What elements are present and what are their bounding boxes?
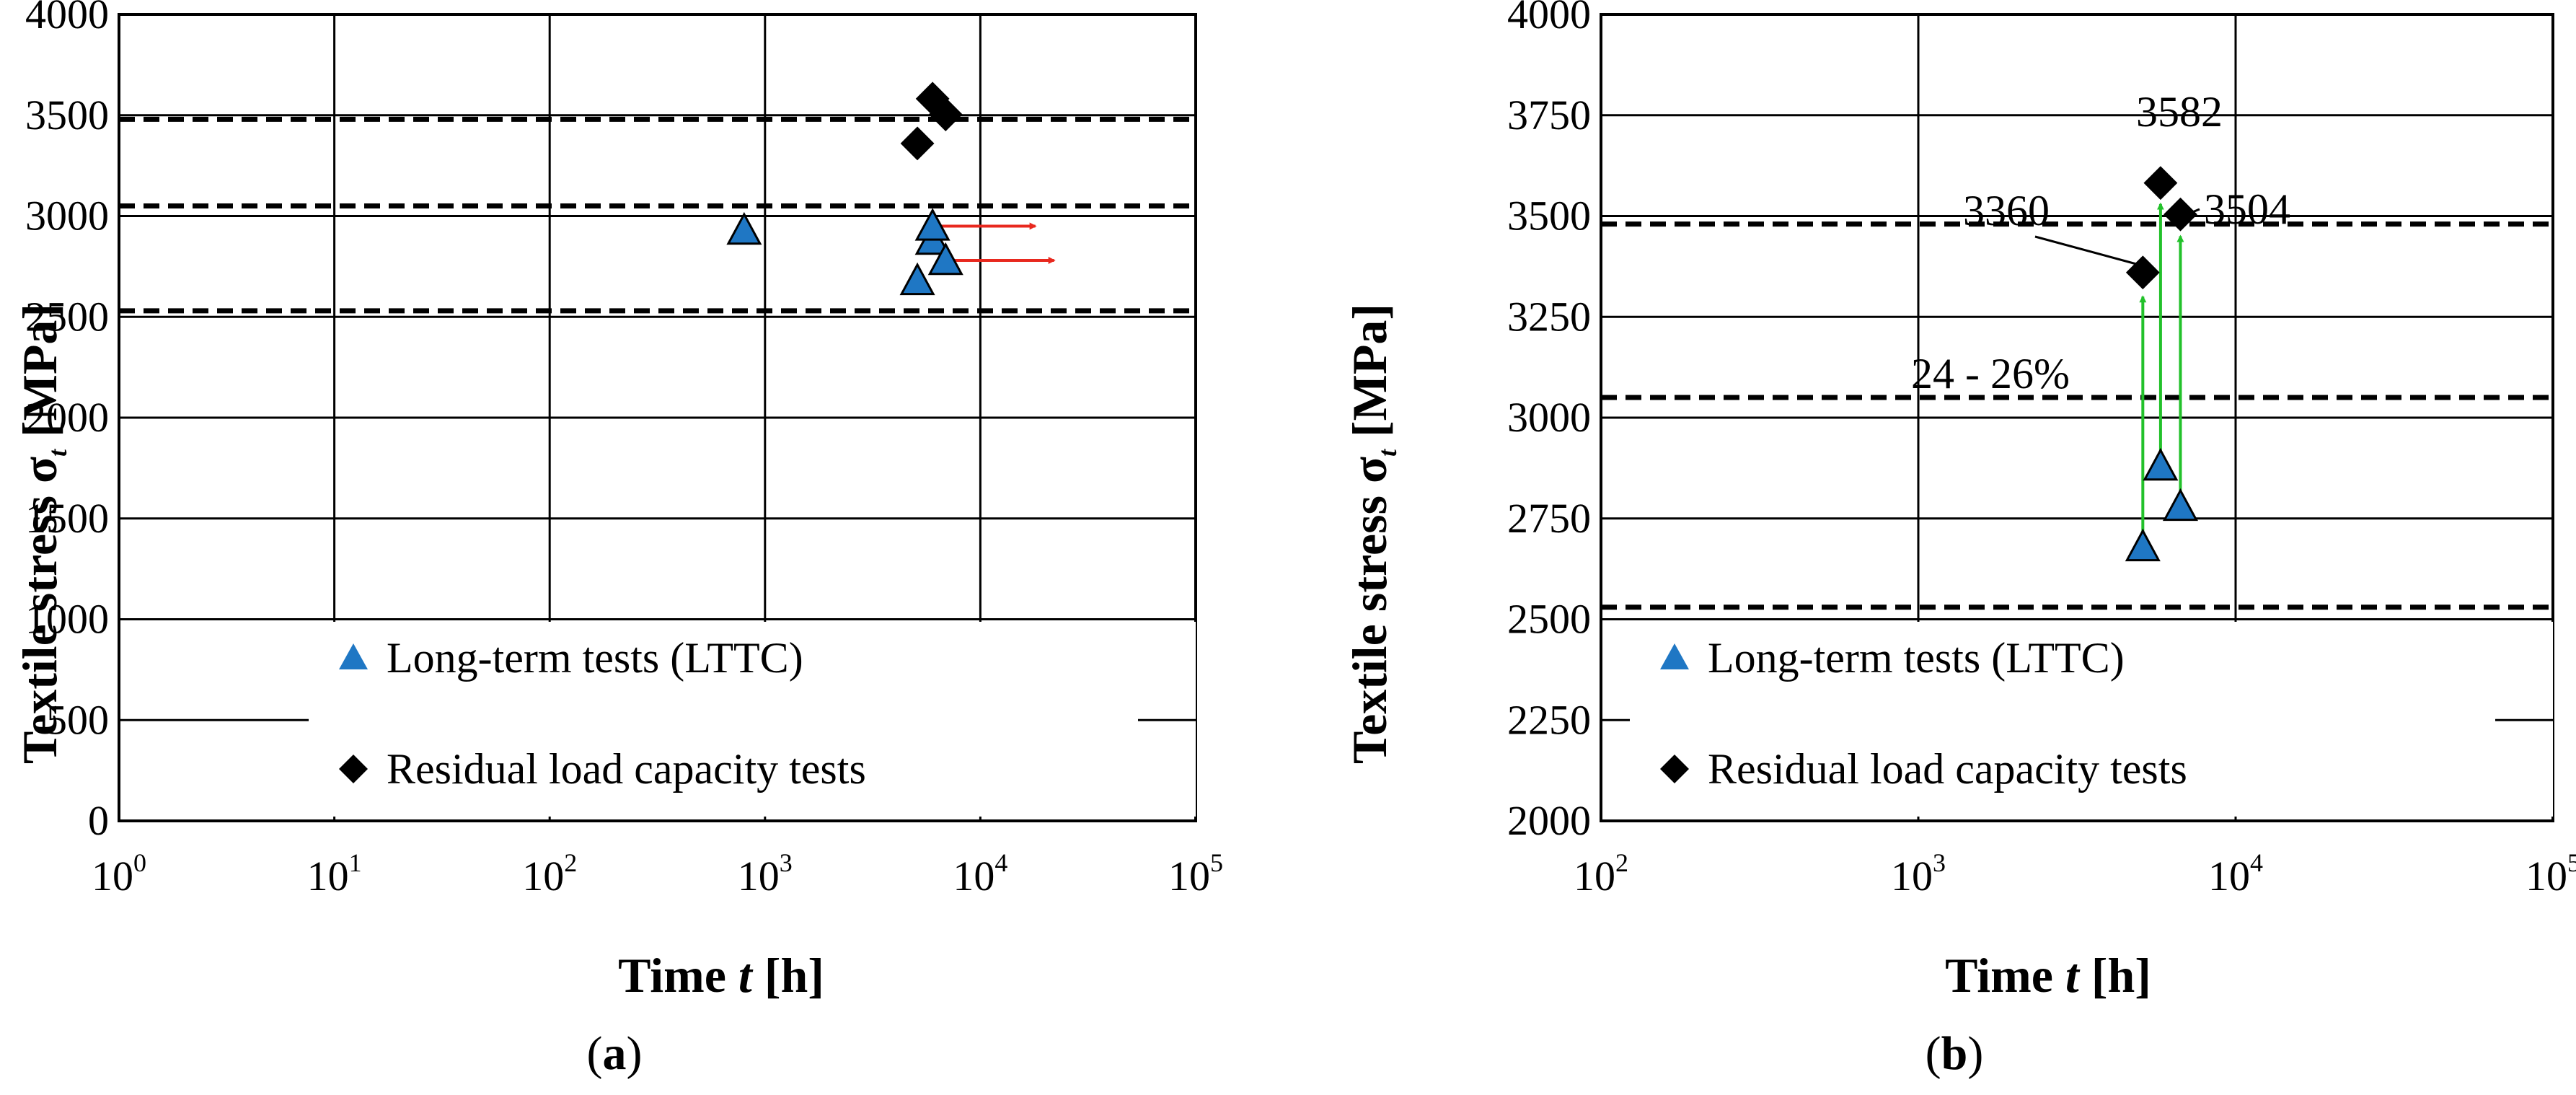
x-tick-label: 101 [307,848,362,900]
lttc-point [726,211,762,245]
y-tick-labels: 2000 2250 2500 2750 3000 3250 3500 3750 4000 [1507,0,1591,844]
plot-frame [1600,13,2554,822]
y-tick-label: 3750 [1507,92,1591,138]
x-tick-labels: 100 101 102 103 104 105 [92,848,1223,900]
legend-label: Residual load capacity tests [1708,745,2187,793]
plot-frame [118,13,1197,822]
y-axis-title-main: Textile stress σ [12,457,67,764]
x-axis-title-variable: t [738,948,754,1003]
x-axis-title-unit: [h] [2079,948,2151,1003]
panel-label: (b) [1926,1027,1984,1080]
y-tick-label: 2000 [1507,797,1591,844]
y-tick-label: 2500 [1507,596,1591,643]
y-axis-title: Textile stress σt [MPa] [12,304,72,764]
data-points [726,82,963,296]
residual-point [928,97,963,132]
y-tick-label: 0 [88,797,109,844]
legend-box [309,622,1196,817]
x-axis-title: Time t [h] [618,948,824,1003]
x-tick-label: 104 [2208,848,2263,900]
y-axis-title-subscript: t [1373,449,1402,457]
x-tick-label: 103 [738,848,793,900]
x-tick-label: 105 [2526,848,2576,900]
x-tick-label: 105 [1168,848,1223,900]
legend: Long-term tests (LTTC) Residual load capa… [339,634,1196,793]
legend-marker-triangle [339,643,368,669]
legend-box [1630,622,2553,817]
residual-point [900,126,935,161]
y-tick-label: 2750 [1507,495,1591,542]
y-tick-label: 4000 [1507,0,1591,38]
legend-label: Long-term tests (LTTC) [387,634,803,682]
y-tick-label: 1500 [25,495,109,542]
legend-label: Long-term tests (LTTC) [1708,634,2125,682]
x-tick-labels: 102 103 104 105 [1574,848,2576,900]
lttc-point [2125,528,2161,562]
x-axis-title: Time t [h] [1945,948,2151,1003]
lttc-point [914,208,950,241]
legend-marker-triangle [1660,643,1689,669]
x-axis-title-variable: t [2065,948,2081,1003]
arrows [932,222,1056,264]
y-tick-label: 3000 [25,193,109,239]
y-tick-label: 2500 [25,293,109,340]
reference-lines [1601,221,2553,610]
x-tick-label: 100 [92,848,146,900]
residual-point [2125,255,2160,290]
legend-label: Residual load capacity tests [387,745,866,793]
data-points [2125,166,2198,562]
y-tick-labels: 0 500 1000 1500 2000 2500 3000 3500 4000 [25,0,109,844]
y-axis-title: Textile stress σt [MPa] [1342,304,1402,764]
y-tick-label: 500 [46,696,109,743]
lttc-point [2143,447,2179,481]
annotation-percent: 24 - 26% [1911,350,2070,397]
x-axis-title-unit: [h] [752,948,824,1003]
annotation-3582: 3582 [2136,88,2223,136]
residual-point [2143,166,2178,201]
x-tick-label: 103 [1891,848,1946,900]
legend: Long-term tests (LTTC) Residual load capa… [1660,634,2553,793]
y-axis-title-main: Textile stress σ [1342,457,1397,764]
panel-label: (a) [587,1027,643,1080]
annotation-3360: 3360 [1963,187,2050,234]
lttc-point [2162,488,2198,522]
lttc-point [899,262,935,296]
y-axis-title-subscript: t [43,449,72,457]
y-tick-label: 3250 [1507,293,1591,340]
residual-point [2163,197,2197,232]
lttc-point [927,242,963,276]
x-tick-label: 102 [522,848,577,900]
y-tick-label: 4000 [25,0,109,38]
arrows [2139,202,2184,547]
x-axis-title-main: Time [1945,948,2065,1003]
y-axis-title-unit: [MPa] [1342,304,1397,449]
y-tick-label: 2250 [1507,696,1591,743]
y-tick-label: 3500 [1507,193,1591,239]
y-tick-label: 3000 [1507,394,1591,441]
legend-marker-diamond [1660,755,1689,783]
y-tick-label: 3500 [25,92,109,138]
chart-panel-b: 2000 2250 2500 2750 3000 3250 3500 3750 4000 102… [1342,0,2576,1080]
y-tick-label: 1000 [25,596,109,643]
reference-lines [119,116,1196,314]
x-tick-label: 104 [953,848,1007,900]
legend-marker-diamond [339,755,368,783]
y-tick-label: 2000 [25,394,109,441]
y-axis-title-unit: [MPa] [12,304,67,449]
annotation-leader [2034,235,2136,265]
annotation-3504: 3504 [2204,185,2290,233]
x-tick-label: 102 [1574,848,1628,900]
x-axis-title-main: Time [618,948,738,1003]
